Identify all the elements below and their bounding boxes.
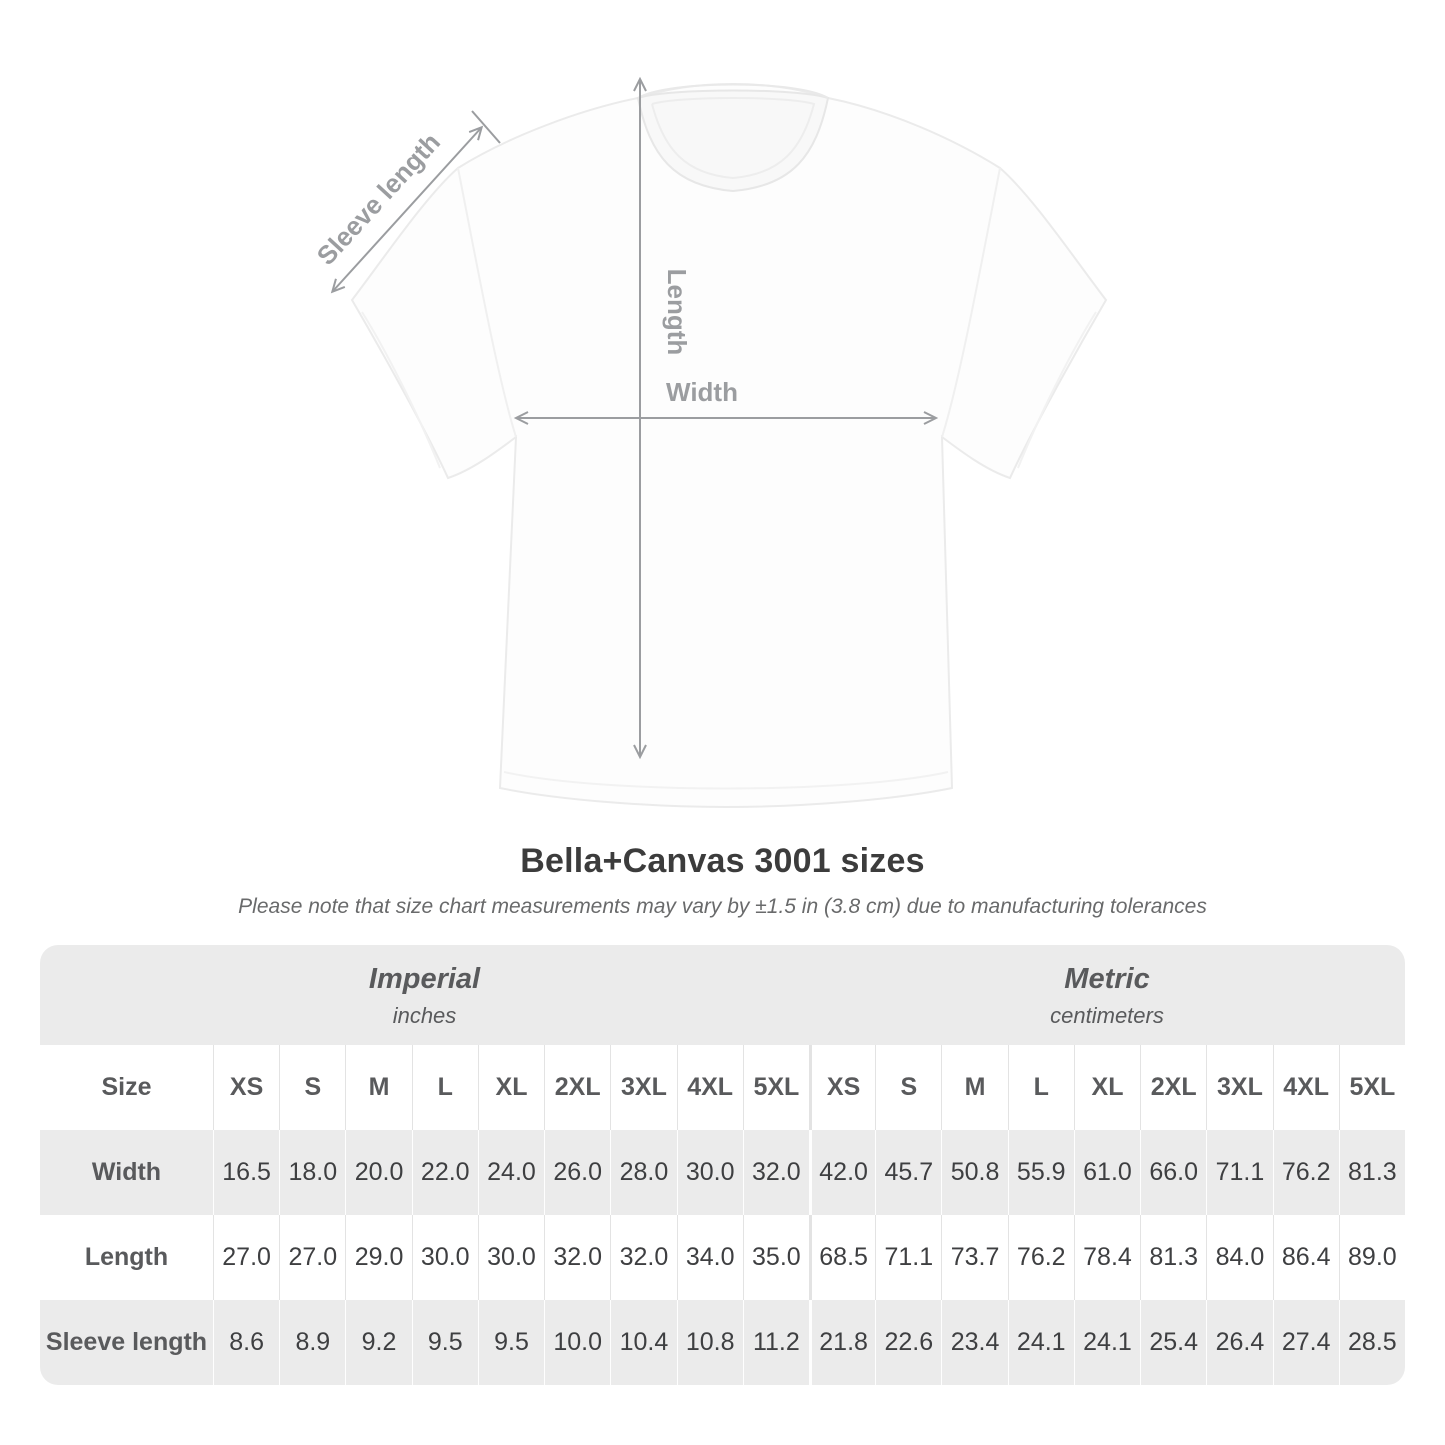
size-header-cell: 3XL xyxy=(610,1045,676,1130)
metric-group-header: Metric centimeters xyxy=(809,945,1405,1045)
metric-unit-label: centimeters xyxy=(1050,1003,1164,1029)
metric-label: Metric xyxy=(1064,962,1150,995)
value-cell: 76.2 xyxy=(1272,1130,1339,1215)
size-column-header: Size xyxy=(101,1073,152,1101)
value-cell: 35.0 xyxy=(742,1215,809,1300)
value-cell: 8.6 xyxy=(213,1300,279,1385)
value-cell: 81.3 xyxy=(1338,1130,1405,1215)
value-cell: 27.4 xyxy=(1272,1300,1339,1385)
size-chart-table: Imperial inches Metric centimeters Size … xyxy=(40,945,1405,1385)
value-cell: 30.0 xyxy=(477,1215,544,1300)
value-cell: 86.4 xyxy=(1272,1215,1339,1300)
value-cell: 26.4 xyxy=(1206,1300,1272,1385)
value-cell: 30.0 xyxy=(411,1215,478,1300)
value-cell: 8.9 xyxy=(279,1300,345,1385)
value-cell: 34.0 xyxy=(676,1215,743,1300)
size-header-cell: M xyxy=(345,1045,411,1130)
size-header-cell: 4XL xyxy=(1272,1045,1339,1130)
value-cell: 29.0 xyxy=(345,1215,411,1300)
value-cell: 9.5 xyxy=(411,1300,478,1385)
size-header-cell: XS xyxy=(213,1045,279,1130)
size-header-cell: S xyxy=(875,1045,941,1130)
size-header-cell: 5XL xyxy=(742,1045,809,1130)
value-cell: 32.0 xyxy=(544,1215,610,1300)
value-cell: 9.2 xyxy=(345,1300,411,1385)
value-cell: 23.4 xyxy=(941,1300,1007,1385)
size-header-cell: XL xyxy=(1073,1045,1140,1130)
size-header-cell: M xyxy=(941,1045,1007,1130)
size-header-cell: XL xyxy=(477,1045,544,1130)
tshirt-image xyxy=(350,82,1108,809)
table-row-sleeve-length: Sleeve length 8.6 8.9 9.2 9.5 9.5 10.0 1… xyxy=(40,1300,1405,1385)
value-cell: 24.1 xyxy=(1073,1300,1140,1385)
value-cell: 28.5 xyxy=(1338,1300,1405,1385)
value-cell: 24.1 xyxy=(1007,1300,1074,1385)
value-cell: 76.2 xyxy=(1007,1215,1074,1300)
value-cell: 71.1 xyxy=(875,1215,941,1300)
value-cell: 61.0 xyxy=(1073,1130,1140,1215)
value-cell: 27.0 xyxy=(279,1215,345,1300)
size-header-cell: 2XL xyxy=(544,1045,610,1130)
size-header-row: Size XS S M L XL 2XL 3XL 4XL 5XL XS S M … xyxy=(40,1045,1405,1130)
imperial-label: Imperial xyxy=(368,962,481,995)
value-cell: 26.0 xyxy=(544,1130,610,1215)
value-cell: 16.5 xyxy=(213,1130,279,1215)
unit-group-header-row: Imperial inches Metric centimeters xyxy=(40,945,1405,1045)
value-cell: 32.0 xyxy=(742,1130,809,1215)
size-header-cell: 2XL xyxy=(1140,1045,1206,1130)
value-cell: 84.0 xyxy=(1206,1215,1272,1300)
size-header-cell: XS xyxy=(808,1045,875,1130)
tshirt-diagram-svg: Sleeve length Length Width xyxy=(311,76,1108,809)
value-cell: 78.4 xyxy=(1073,1215,1140,1300)
value-cell: 50.8 xyxy=(941,1130,1007,1215)
size-header-cell: 5XL xyxy=(1338,1045,1405,1130)
width-label: Width xyxy=(666,377,738,407)
value-cell: 32.0 xyxy=(610,1215,676,1300)
value-cell: 66.0 xyxy=(1140,1130,1206,1215)
value-cell: 18.0 xyxy=(279,1130,345,1215)
table-row-length: Length 27.0 27.0 29.0 30.0 30.0 32.0 32.… xyxy=(40,1215,1405,1300)
page-title: Bella+Canvas 3001 sizes xyxy=(520,842,925,880)
value-cell: 11.2 xyxy=(742,1300,809,1385)
imperial-unit-label: inches xyxy=(392,1003,457,1029)
value-cell: 73.7 xyxy=(941,1215,1007,1300)
sleeve-seam-tick xyxy=(471,110,501,144)
value-cell: 22.0 xyxy=(411,1130,478,1215)
value-cell: 30.0 xyxy=(676,1130,743,1215)
value-cell: 24.0 xyxy=(477,1130,544,1215)
size-header-cell: L xyxy=(1007,1045,1074,1130)
tolerance-note: Please note that size chart measurements… xyxy=(238,895,1207,918)
size-header-cell: S xyxy=(279,1045,345,1130)
value-cell: 10.0 xyxy=(544,1300,610,1385)
value-cell: 68.5 xyxy=(808,1215,875,1300)
value-cell: 10.4 xyxy=(610,1300,676,1385)
row-label: Sleeve length xyxy=(45,1328,208,1356)
value-cell: 27.0 xyxy=(213,1215,279,1300)
table-row-width: Width 16.5 18.0 20.0 22.0 24.0 26.0 28.0… xyxy=(40,1130,1405,1215)
imperial-group-header: Imperial inches xyxy=(40,945,809,1045)
value-cell: 9.5 xyxy=(477,1300,544,1385)
value-cell: 45.7 xyxy=(875,1130,941,1215)
sleeve-length-arrow xyxy=(330,125,484,294)
size-header-cell: 3XL xyxy=(1206,1045,1272,1130)
value-cell: 22.6 xyxy=(875,1300,941,1385)
value-cell: 89.0 xyxy=(1338,1215,1405,1300)
tshirt-measurement-diagram: Sleeve length Length Width xyxy=(311,76,1108,809)
row-label: Width xyxy=(91,1158,162,1186)
value-cell: 55.9 xyxy=(1007,1130,1074,1215)
value-cell: 10.8 xyxy=(676,1300,743,1385)
value-cell: 25.4 xyxy=(1140,1300,1206,1385)
value-cell: 71.1 xyxy=(1206,1130,1272,1215)
length-label: Length xyxy=(662,269,692,356)
value-cell: 81.3 xyxy=(1140,1215,1206,1300)
size-header-cell: 4XL xyxy=(676,1045,743,1130)
value-cell: 20.0 xyxy=(345,1130,411,1215)
value-cell: 21.8 xyxy=(808,1300,875,1385)
row-label: Length xyxy=(84,1243,169,1271)
value-cell: 42.0 xyxy=(808,1130,875,1215)
value-cell: 28.0 xyxy=(610,1130,676,1215)
size-header-cell: L xyxy=(411,1045,478,1130)
